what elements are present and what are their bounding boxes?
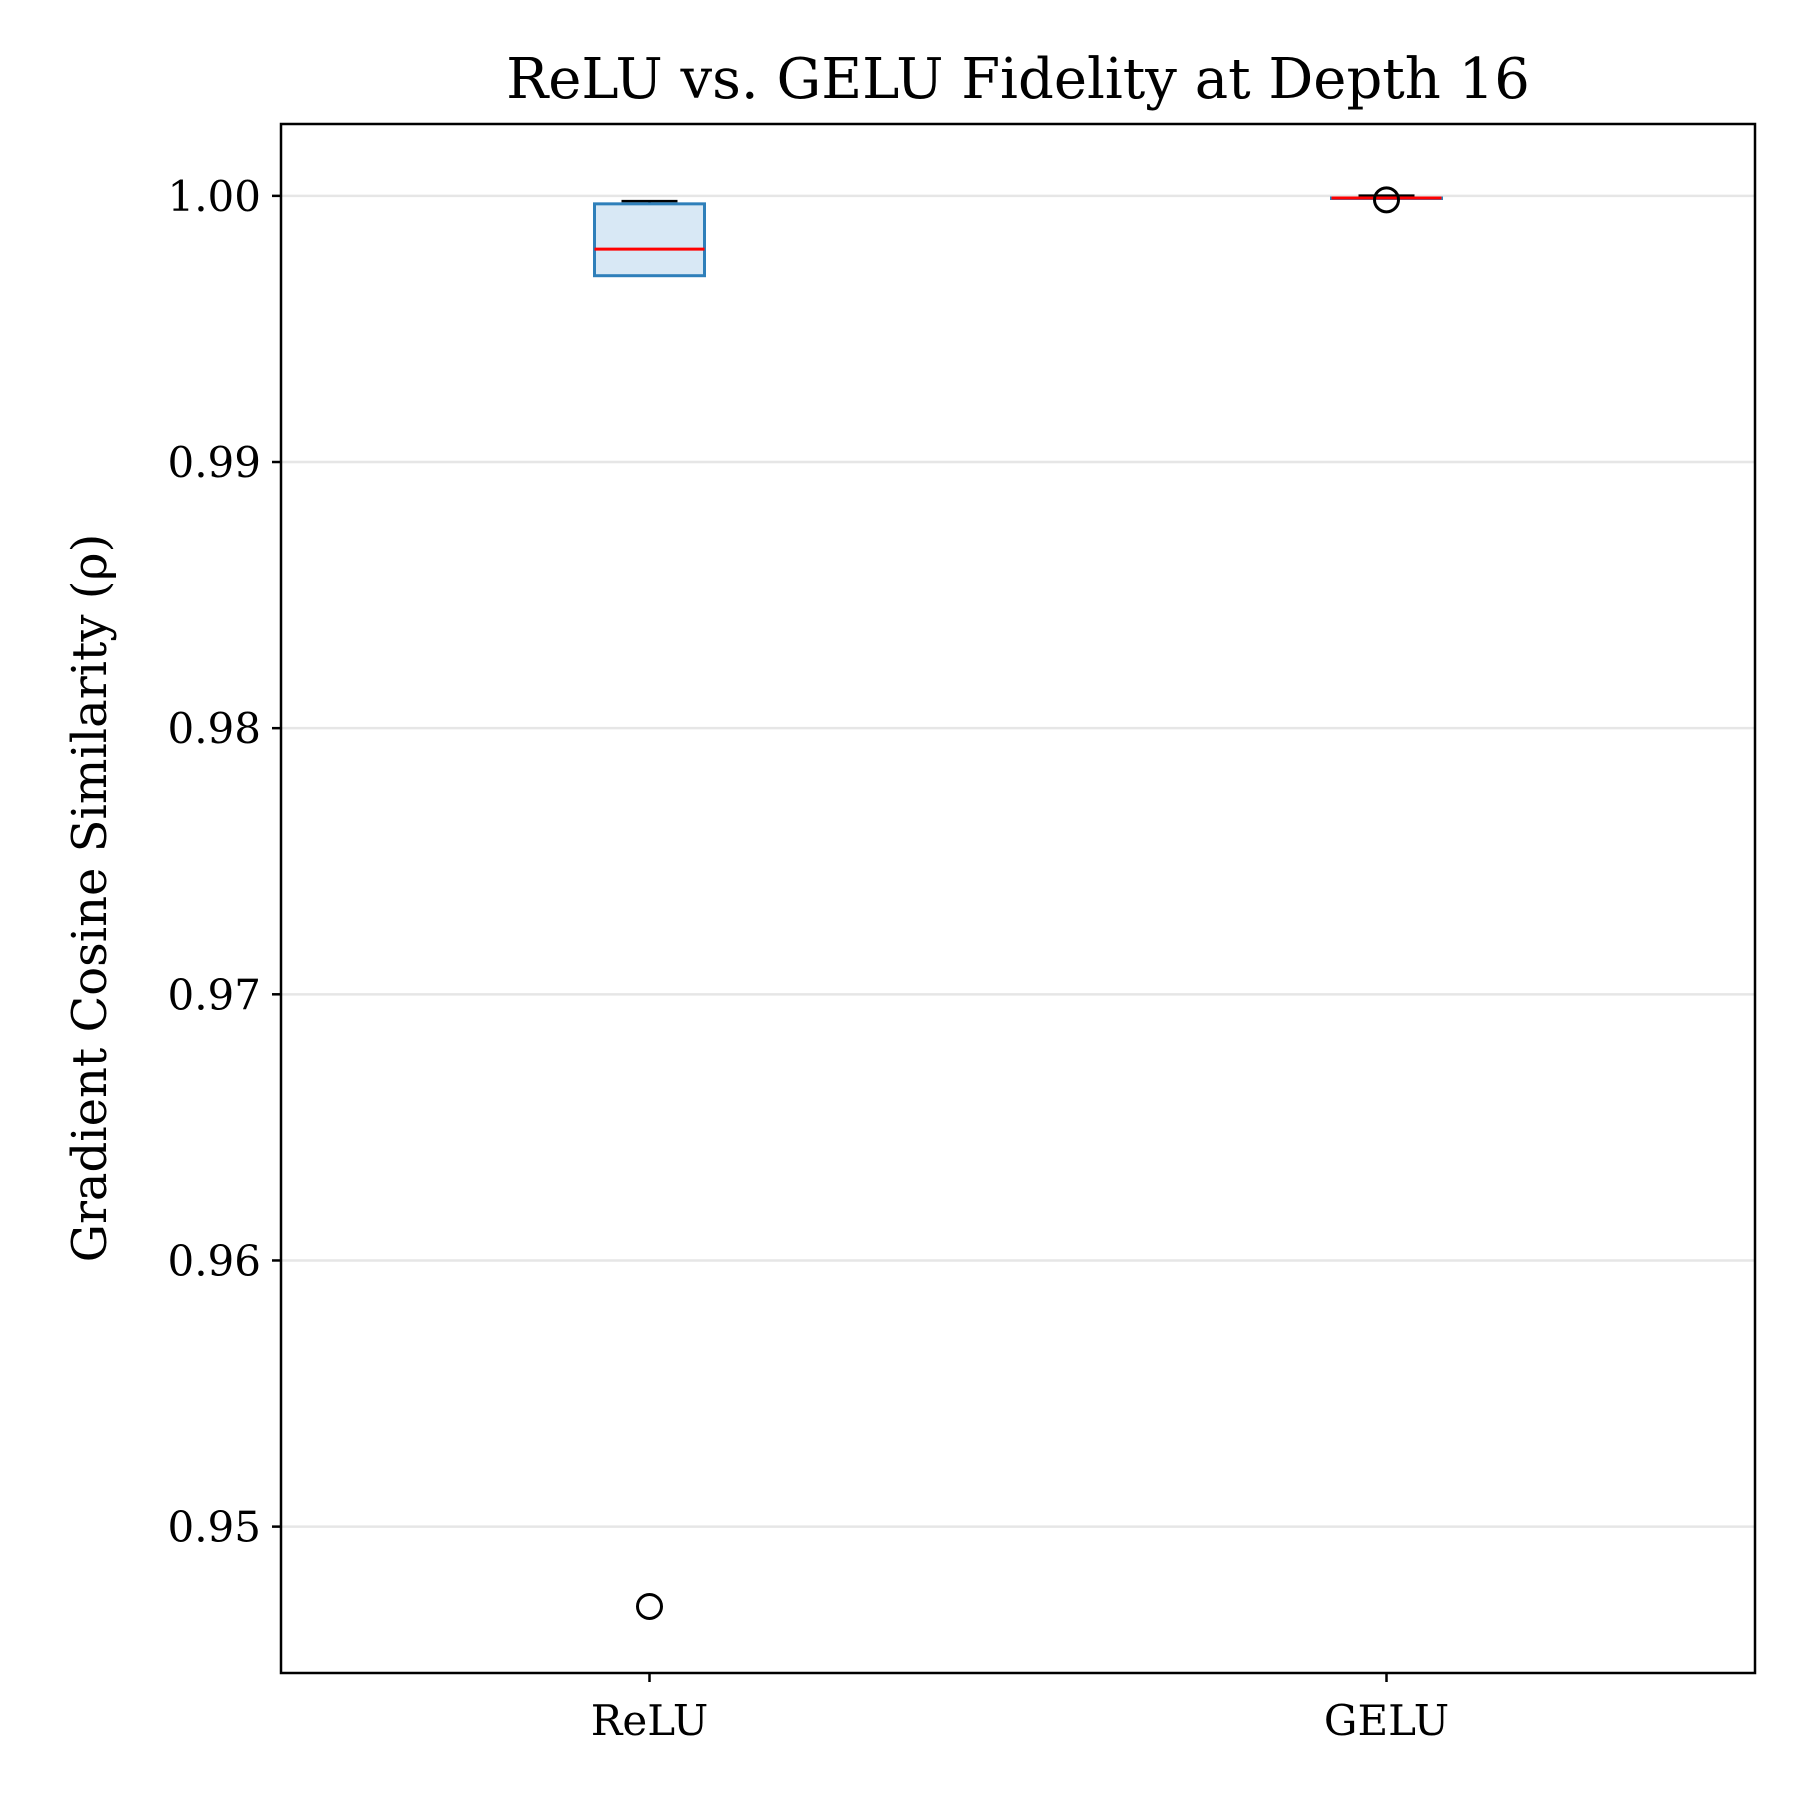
box-group-gelu <box>1330 186 1443 214</box>
box-layer <box>593 186 1443 1620</box>
chart-title: ReLU vs. GELU Fidelity at Depth 16 <box>506 47 1530 112</box>
box-group-relu <box>593 199 706 1620</box>
y-tick-label: 0.96 <box>167 1236 261 1285</box>
y-tick-label: 1.00 <box>167 172 261 221</box>
tick-layer: 0.95 0.96 0.97 0.98 0.99 1.00 ReLU GELU <box>167 172 1449 1745</box>
plot-frame <box>279 122 1757 1675</box>
grid-layer <box>281 194 1755 1528</box>
x-tick-label: GELU <box>1324 1696 1449 1745</box>
outlier-point <box>1373 186 1400 214</box>
x-tick-label: ReLU <box>591 1696 708 1745</box>
y-tick-label: 0.95 <box>167 1503 261 1552</box>
y-tick-label: 0.97 <box>167 970 261 1019</box>
y-tick-label: 0.99 <box>167 438 261 487</box>
iqr-box <box>593 202 706 278</box>
y-tick-label: 0.98 <box>167 704 261 753</box>
outlier-point <box>636 1592 663 1620</box>
y-axis-label: Gradient Cosine Similarity (ρ) <box>62 534 118 1263</box>
